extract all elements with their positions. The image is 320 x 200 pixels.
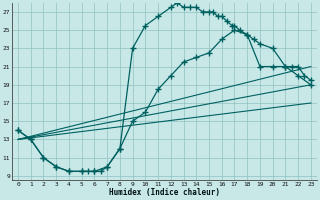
X-axis label: Humidex (Indice chaleur): Humidex (Indice chaleur) <box>109 188 220 197</box>
